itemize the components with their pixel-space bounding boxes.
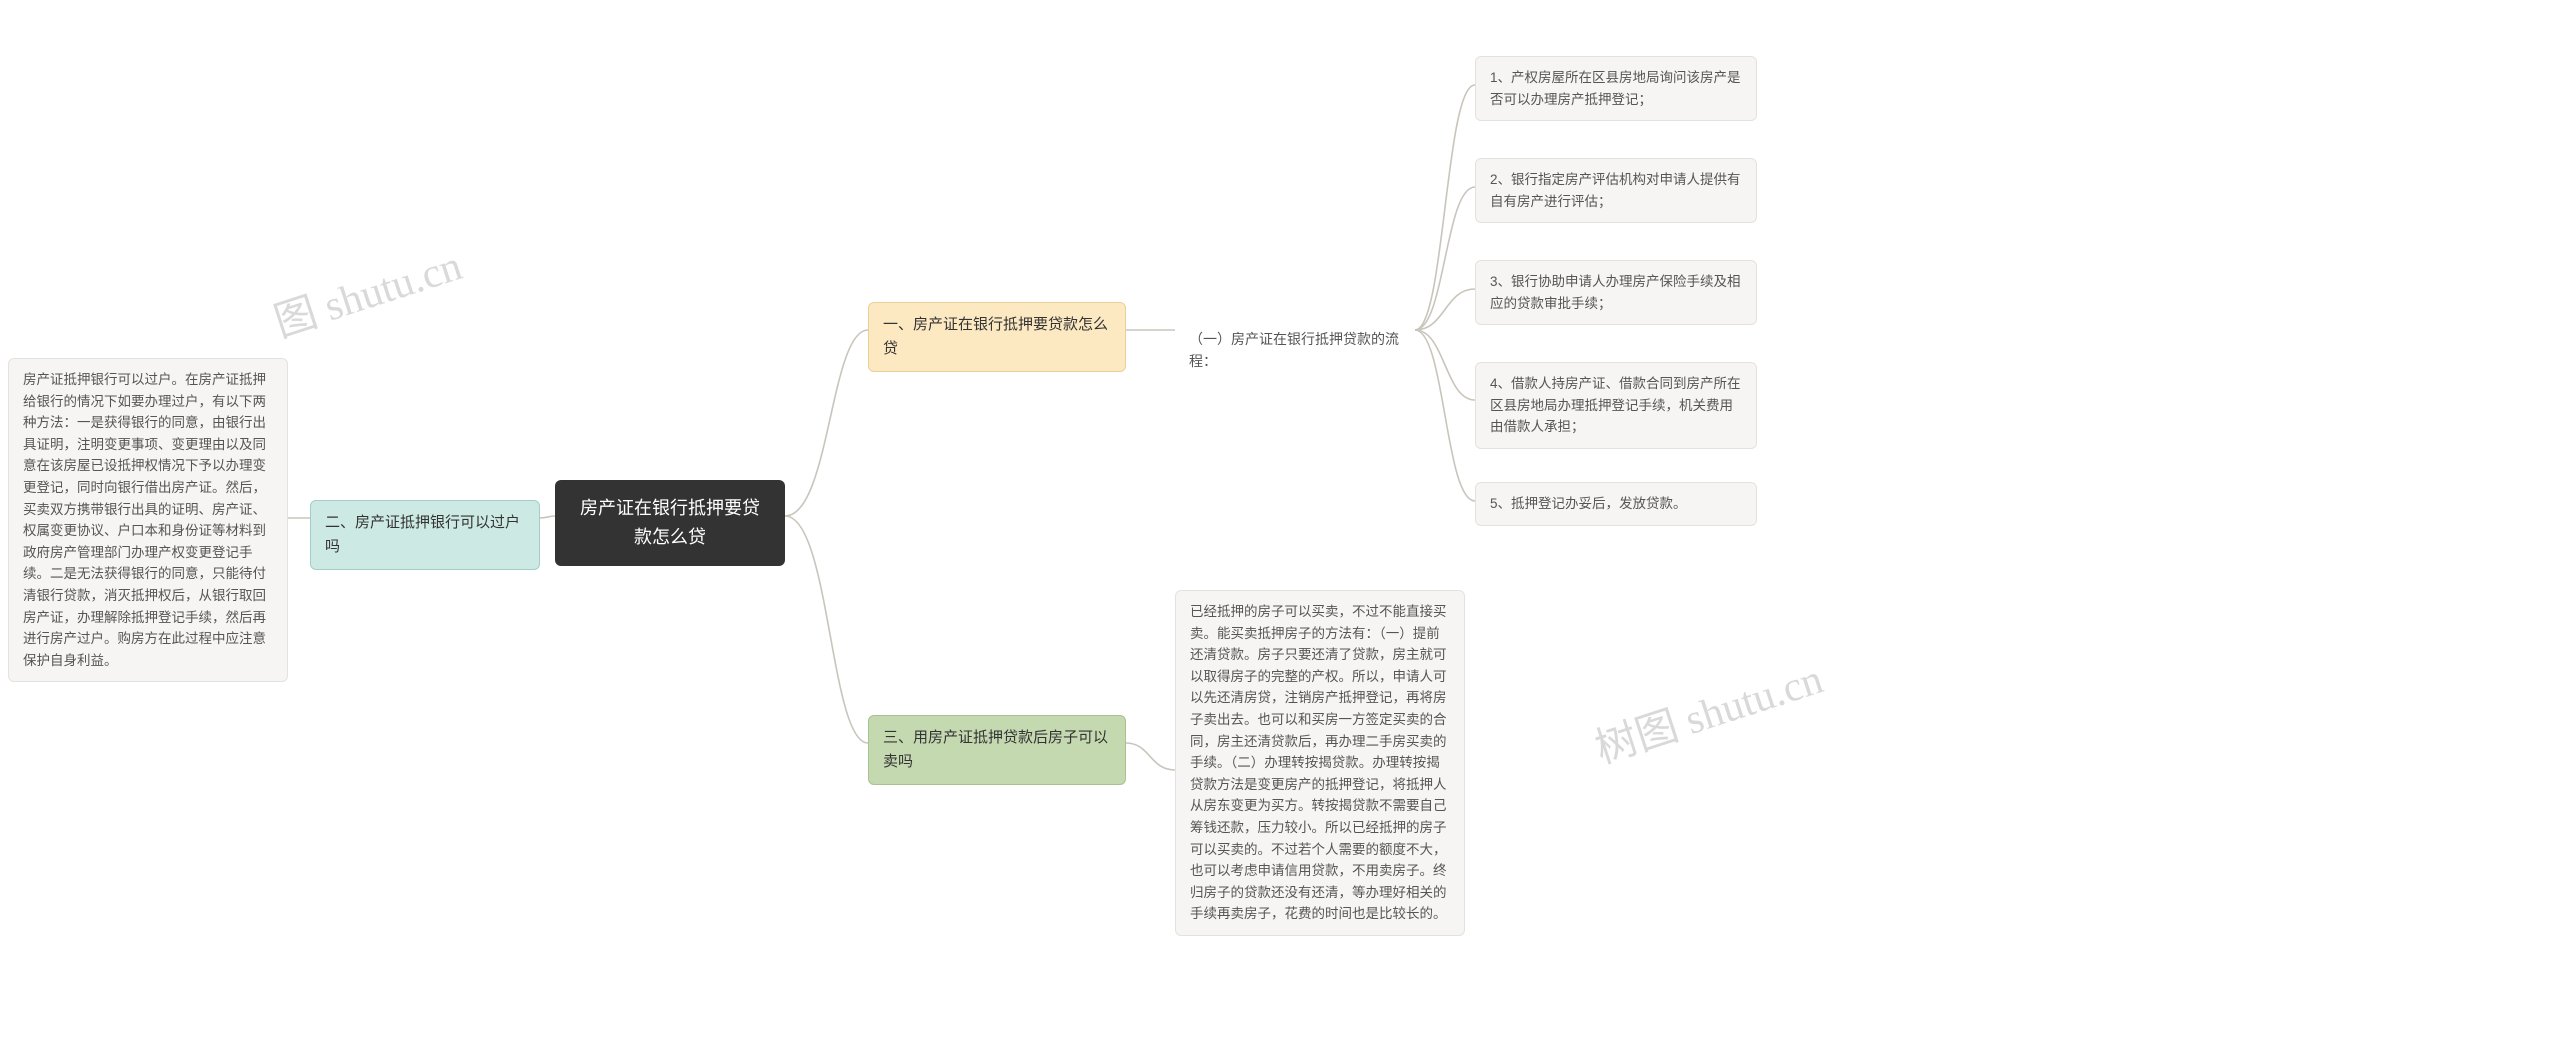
branch-1-leaf-3[interactable]: 3、银行协助申请人办理房产保险手续及相应的贷款审批手续； [1475,260,1757,325]
branch-2-leaf[interactable]: 房产证抵押银行可以过户。在房产证抵押给银行的情况下如要办理过户，有以下两种方法：… [8,358,288,682]
branch-2[interactable]: 二、房产证抵押银行可以过户吗 [310,500,540,570]
branch-1-leaf-2[interactable]: 2、银行指定房产评估机构对申请人提供有自有房产进行评估； [1475,158,1757,223]
branch-2-leaf-label: 房产证抵押银行可以过户。在房产证抵押给银行的情况下如要办理过户，有以下两种方法：… [23,369,273,671]
root-label: 房产证在银行抵押要贷款怎么贷 [575,494,765,552]
branch-1-leaf-5-label: 5、抵押登记办妥后，发放贷款。 [1490,493,1687,515]
branch-1-sub[interactable]: （一）房产证在银行抵押贷款的流程： [1175,318,1415,383]
branch-1-leaf-1-label: 1、产权房屋所在区县房地局询问该房产是否可以办理房产抵押登记； [1490,67,1742,110]
branch-1-sub-label: （一）房产证在银行抵押贷款的流程： [1189,328,1401,373]
root-node[interactable]: 房产证在银行抵押要贷款怎么贷 [555,480,785,566]
branch-2-label: 二、房产证抵押银行可以过户吗 [325,511,525,559]
branch-3-label: 三、用房产证抵押贷款后房子可以卖吗 [883,726,1111,774]
branch-3-leaf[interactable]: 已经抵押的房子可以买卖，不过不能直接买卖。能买卖抵押房子的方法有：（一）提前还清… [1175,590,1465,936]
branch-1-leaf-4[interactable]: 4、借款人持房产证、借款合同到房产所在区县房地局办理抵押登记手续，机关费用由借款… [1475,362,1757,449]
branch-1-leaf-4-label: 4、借款人持房产证、借款合同到房产所在区县房地局办理抵押登记手续，机关费用由借款… [1490,373,1742,438]
watermark-1: 图 shutu.cn [265,232,468,350]
branch-1[interactable]: 一、房产证在银行抵押要贷款怎么贷 [868,302,1126,372]
branch-1-leaf-2-label: 2、银行指定房产评估机构对申请人提供有自有房产进行评估； [1490,169,1742,212]
branch-1-leaf-5[interactable]: 5、抵押登记办妥后，发放贷款。 [1475,482,1757,526]
branch-1-label: 一、房产证在银行抵押要贷款怎么贷 [883,313,1111,361]
branch-1-leaf-1[interactable]: 1、产权房屋所在区县房地局询问该房产是否可以办理房产抵押登记； [1475,56,1757,121]
watermark-2: 树图 shutu.cn [1586,645,1829,776]
branch-3-leaf-label: 已经抵押的房子可以买卖，不过不能直接买卖。能买卖抵押房子的方法有：（一）提前还清… [1190,601,1450,925]
branch-3[interactable]: 三、用房产证抵押贷款后房子可以卖吗 [868,715,1126,785]
branch-1-leaf-3-label: 3、银行协助申请人办理房产保险手续及相应的贷款审批手续； [1490,271,1742,314]
